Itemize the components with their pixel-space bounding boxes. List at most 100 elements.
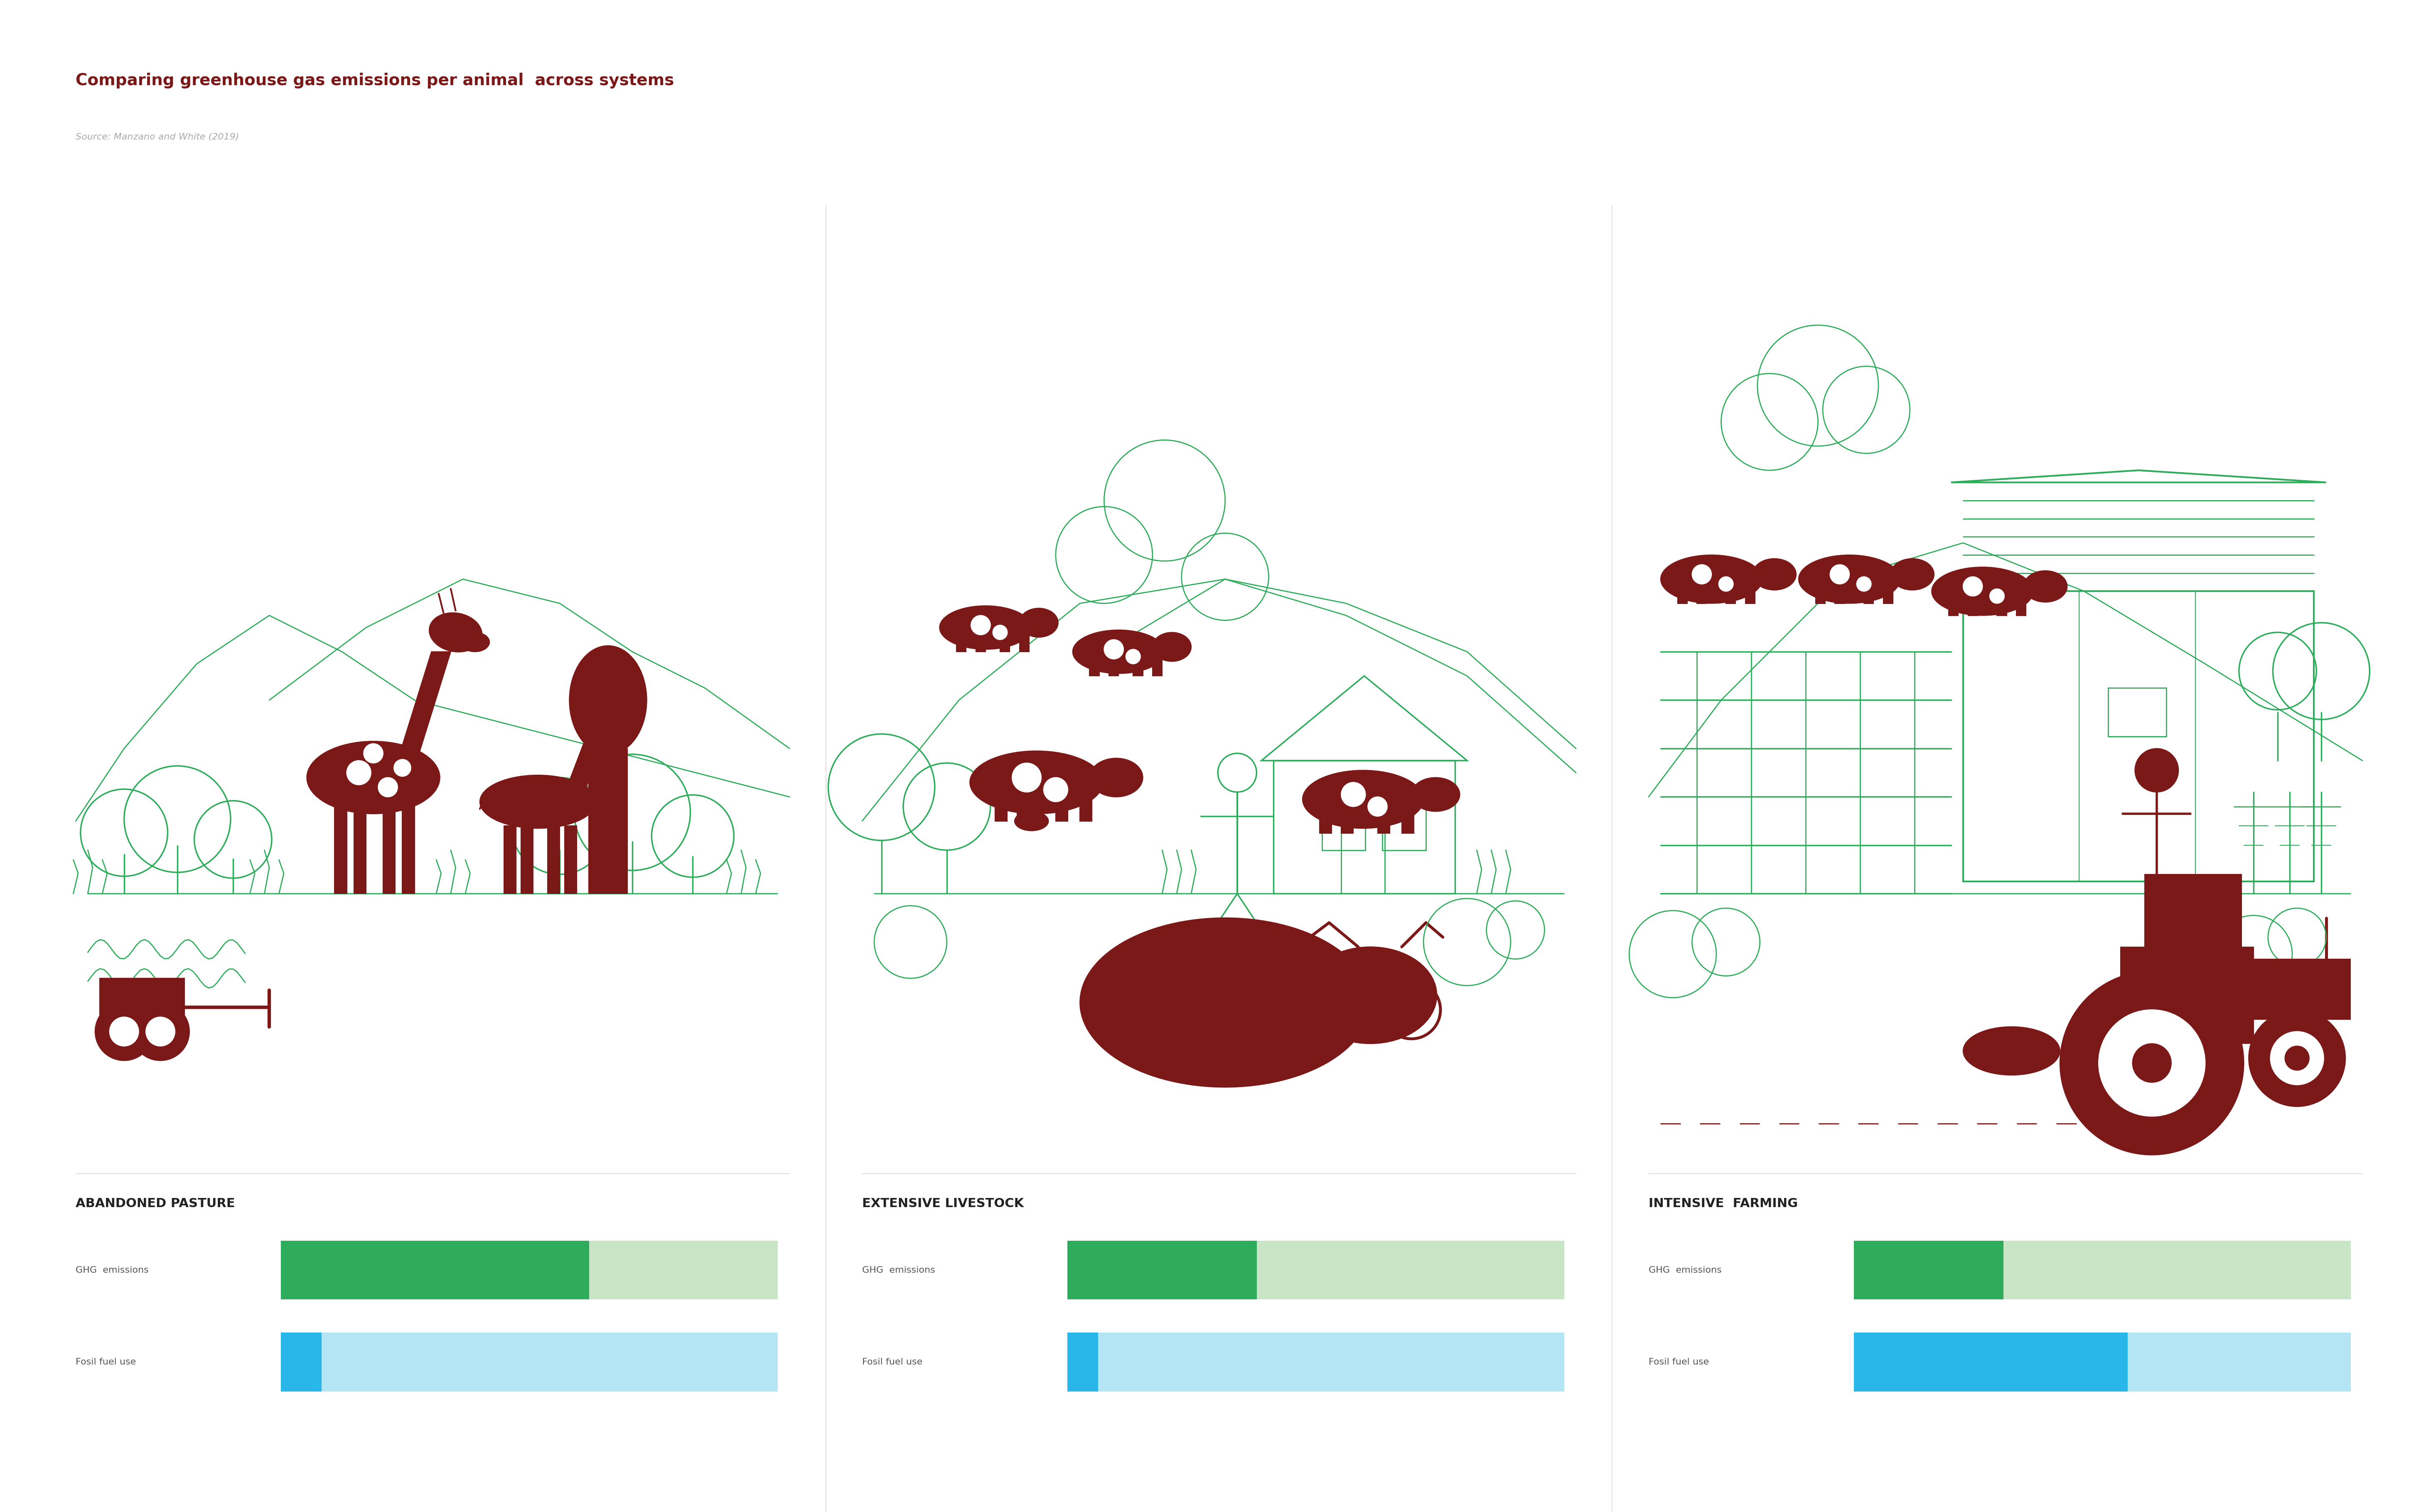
Circle shape: [146, 1018, 175, 1046]
Bar: [335, 801, 347, 894]
Circle shape: [1043, 777, 1067, 801]
Ellipse shape: [1080, 918, 1371, 1087]
Text: EXTENSIVE LIVESTOCK: EXTENSIVE LIVESTOCK: [861, 1198, 1024, 1210]
Polygon shape: [568, 736, 606, 788]
Circle shape: [1989, 588, 2004, 603]
Ellipse shape: [1072, 631, 1164, 673]
Text: Fosil fuel use: Fosil fuel use: [75, 1358, 136, 1367]
Bar: [1342, 801, 1354, 833]
Bar: [1402, 801, 1414, 833]
Circle shape: [2098, 1010, 2205, 1116]
Bar: [281, 1334, 776, 1391]
Bar: [1883, 582, 1892, 603]
Circle shape: [992, 624, 1007, 640]
Ellipse shape: [2023, 570, 2067, 602]
Bar: [1853, 1334, 2128, 1391]
Text: Fosil fuel use: Fosil fuel use: [861, 1358, 922, 1367]
Bar: [1378, 801, 1390, 833]
Circle shape: [131, 1002, 189, 1060]
Bar: [2145, 874, 2242, 947]
Circle shape: [95, 1002, 153, 1060]
Circle shape: [2285, 1046, 2310, 1070]
Circle shape: [1126, 649, 1140, 664]
Circle shape: [2132, 1043, 2171, 1083]
Circle shape: [1012, 764, 1041, 792]
Ellipse shape: [1152, 632, 1191, 661]
Circle shape: [1368, 797, 1388, 816]
Circle shape: [1691, 564, 1710, 584]
Bar: [1834, 582, 1844, 603]
Ellipse shape: [1303, 947, 1436, 1043]
Ellipse shape: [429, 612, 483, 652]
Ellipse shape: [1752, 558, 1795, 590]
Bar: [1067, 1241, 1257, 1299]
Ellipse shape: [1412, 777, 1460, 812]
Bar: [975, 631, 985, 652]
Text: Source: Manzano and White (2019): Source: Manzano and White (2019): [75, 133, 240, 141]
Bar: [1152, 655, 1162, 676]
Bar: [1815, 582, 1824, 603]
Bar: [354, 801, 366, 894]
Ellipse shape: [1890, 558, 1934, 590]
Bar: [1863, 582, 1873, 603]
Bar: [505, 826, 517, 894]
Bar: [1696, 582, 1705, 603]
Ellipse shape: [939, 606, 1031, 649]
Circle shape: [378, 777, 398, 797]
Bar: [1067, 1334, 1565, 1391]
Bar: [1109, 655, 1118, 676]
Circle shape: [2249, 1010, 2346, 1107]
Bar: [281, 1241, 776, 1299]
Bar: [1067, 1334, 1097, 1391]
Bar: [2120, 947, 2254, 1043]
Bar: [99, 978, 184, 1031]
Ellipse shape: [970, 751, 1104, 813]
Bar: [1853, 1241, 2004, 1299]
Bar: [2108, 688, 2166, 736]
Bar: [1948, 594, 1958, 615]
Bar: [1997, 594, 2006, 615]
Ellipse shape: [1089, 758, 1143, 797]
Bar: [383, 801, 395, 894]
Bar: [548, 826, 560, 894]
Bar: [1744, 582, 1754, 603]
Bar: [1725, 582, 1735, 603]
Bar: [565, 826, 577, 894]
Ellipse shape: [306, 741, 439, 813]
Text: GHG  emissions: GHG emissions: [861, 1266, 934, 1275]
Circle shape: [2060, 971, 2244, 1155]
Bar: [1067, 1241, 1565, 1299]
Ellipse shape: [592, 706, 638, 742]
Bar: [1016, 788, 1029, 821]
Text: INTENSIVE  FARMING: INTENSIVE FARMING: [1650, 1198, 1798, 1210]
Bar: [1019, 631, 1029, 652]
Text: Comparing greenhouse gas emissions per animal  across systems: Comparing greenhouse gas emissions per a…: [75, 73, 674, 88]
Bar: [1679, 582, 1686, 603]
Ellipse shape: [1798, 555, 1900, 603]
Ellipse shape: [1014, 812, 1048, 830]
Polygon shape: [398, 652, 451, 761]
Bar: [590, 748, 628, 894]
Circle shape: [1829, 564, 1849, 584]
Bar: [281, 1334, 320, 1391]
Bar: [1963, 591, 2314, 881]
Circle shape: [2271, 1031, 2324, 1084]
Text: GHG  emissions: GHG emissions: [75, 1266, 148, 1275]
Bar: [1322, 806, 1366, 850]
Bar: [1000, 631, 1009, 652]
Bar: [1320, 801, 1332, 833]
Ellipse shape: [461, 632, 490, 652]
Bar: [1133, 655, 1143, 676]
Circle shape: [1963, 576, 1982, 596]
Bar: [281, 1241, 590, 1299]
Bar: [1274, 761, 1456, 894]
Bar: [2016, 594, 2026, 615]
Bar: [1089, 655, 1099, 676]
Bar: [403, 801, 415, 894]
Bar: [1342, 826, 1385, 894]
Ellipse shape: [480, 776, 597, 829]
Circle shape: [1856, 576, 1870, 591]
Ellipse shape: [570, 646, 648, 754]
Circle shape: [1104, 640, 1123, 659]
Circle shape: [2135, 748, 2179, 792]
